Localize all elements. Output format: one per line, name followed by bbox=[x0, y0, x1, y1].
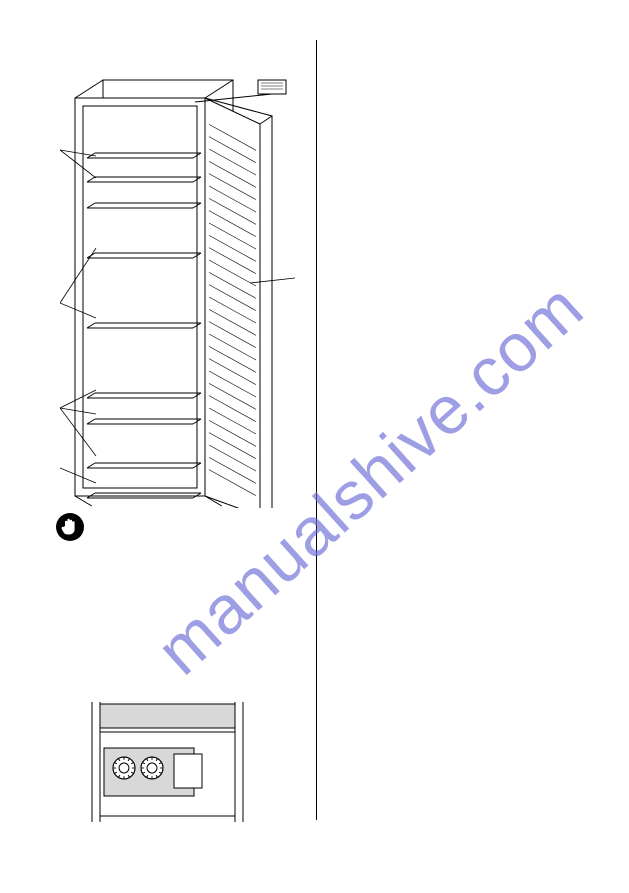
column-divider bbox=[316, 40, 317, 820]
control-panel-diagram bbox=[90, 702, 250, 827]
appliance-diagram bbox=[60, 78, 300, 508]
attention-hand-icon bbox=[55, 512, 85, 542]
manual-page: manualshive.com bbox=[0, 0, 629, 893]
